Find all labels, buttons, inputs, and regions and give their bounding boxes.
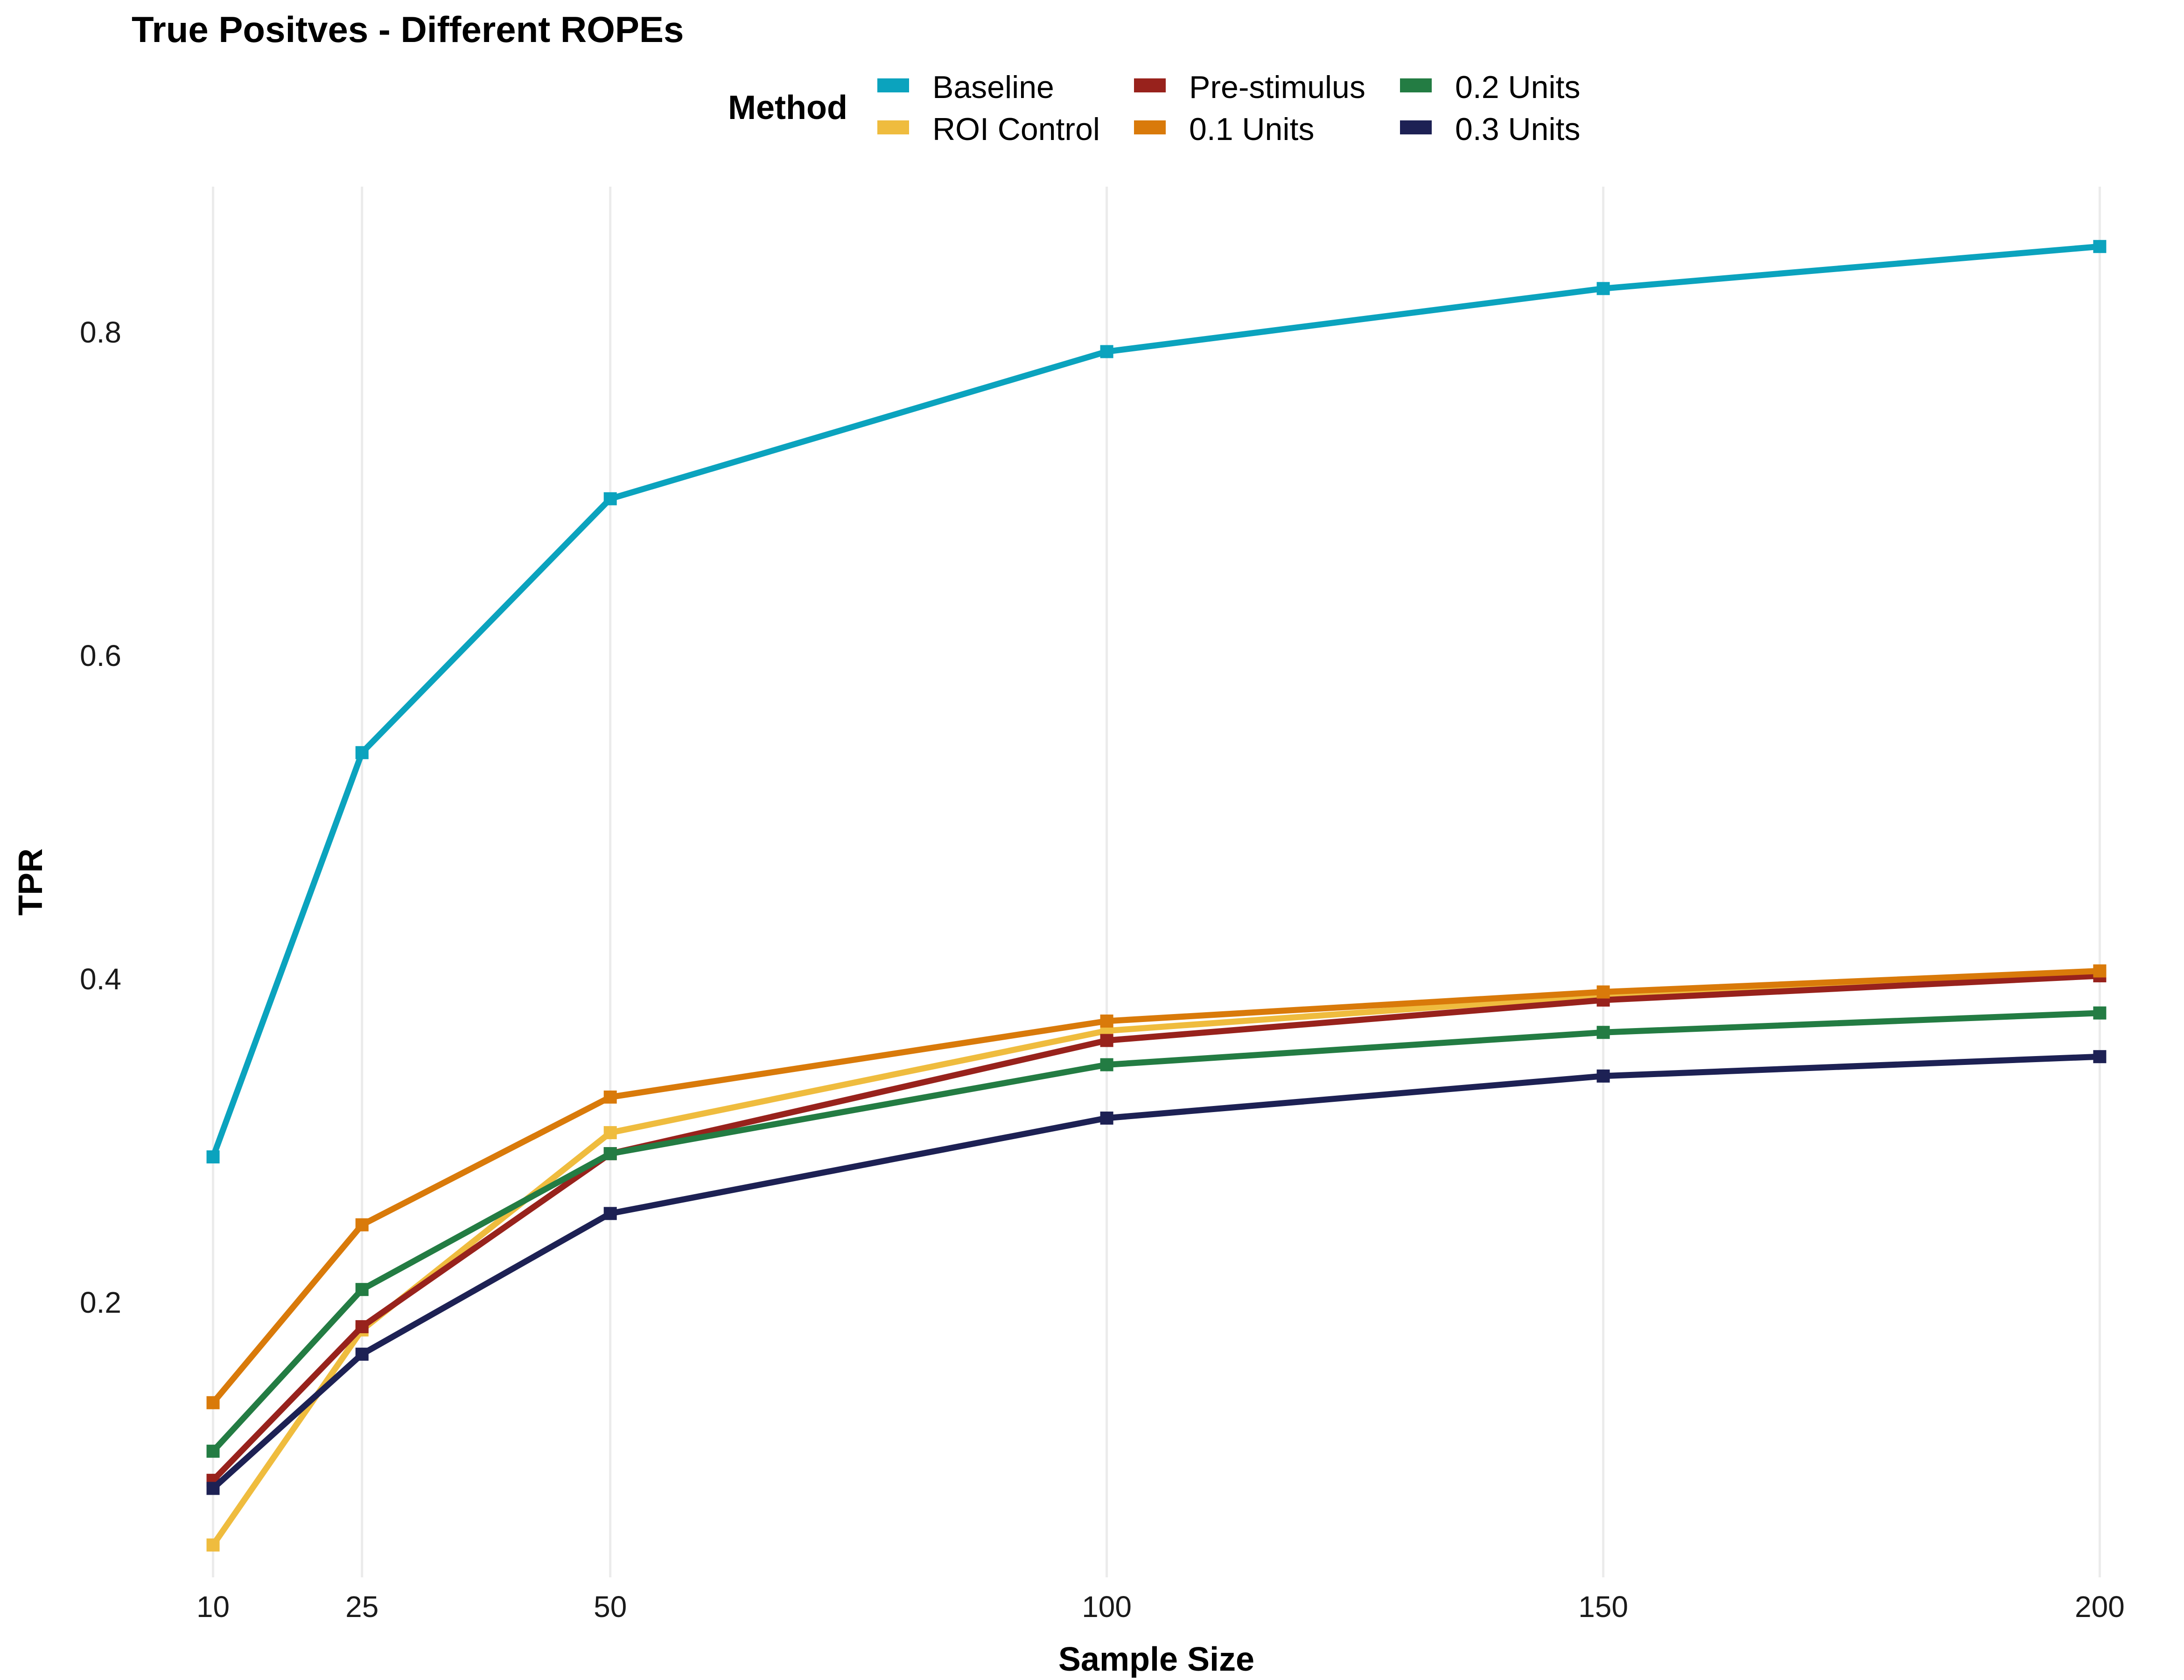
- legend-item-0-1-units: 0.1 Units: [1134, 112, 1314, 147]
- series-0-2-units: [206, 1006, 2107, 1458]
- data-point-0-1-units: [1596, 985, 1610, 999]
- data-point-0-3-units: [603, 1207, 617, 1220]
- x-axis-label: Sample Size: [1058, 1641, 1254, 1678]
- chart-title: True Positves - Different ROPEs: [132, 9, 684, 50]
- legend-item-baseline: Baseline: [877, 70, 1054, 105]
- data-point-0-2-units: [355, 1283, 369, 1296]
- legend-label-0-3-units: 0.3 Units: [1455, 112, 1580, 147]
- x-tick-label: 100: [1082, 1590, 1132, 1624]
- data-point-baseline: [2093, 240, 2107, 253]
- data-point-pre-stimulus: [1100, 1034, 1113, 1047]
- data-point-0-3-units: [355, 1347, 369, 1361]
- x-tick-label: 50: [594, 1590, 627, 1624]
- data-point-baseline: [355, 746, 369, 759]
- legend-label-pre-stimulus: Pre-stimulus: [1189, 70, 1365, 105]
- data-point-0-1-units: [2093, 964, 2107, 978]
- x-axis-tick-labels: 10 25 50 100 150 200: [196, 1590, 2125, 1624]
- x-tick-label: 10: [196, 1590, 230, 1624]
- legend-label-roi-control: ROI Control: [932, 112, 1100, 147]
- y-axis-label: TPR: [12, 848, 49, 916]
- legend-key-baseline: [877, 78, 909, 92]
- legend-key-0-1-units: [1134, 120, 1166, 134]
- data-point-pre-stimulus: [355, 1320, 369, 1333]
- data-point-0-2-units: [206, 1444, 220, 1458]
- data-point-0-1-units: [603, 1090, 617, 1104]
- series-roi-control: [206, 964, 2107, 1552]
- data-point-baseline: [603, 492, 617, 505]
- data-point-baseline: [1100, 345, 1113, 358]
- data-point-0-3-units: [1100, 1111, 1113, 1125]
- legend-key-0-2-units: [1400, 78, 1432, 92]
- legend-title: Method: [728, 89, 847, 126]
- series-line-0-1-units: [210, 968, 2103, 1406]
- legend-item-roi-control: ROI Control: [877, 112, 1100, 147]
- legend-item-pre-stimulus: Pre-stimulus: [1134, 70, 1365, 105]
- legend: Method Baseline ROI Control Pre-stimulus 0.…: [728, 70, 1580, 147]
- series-baseline: [206, 240, 2107, 1164]
- data-point-0-2-units: [2093, 1006, 2107, 1020]
- data-point-0-1-units: [355, 1218, 369, 1232]
- x-tick-label: 150: [1578, 1590, 1628, 1624]
- y-tick-label: 0.4: [80, 962, 121, 996]
- legend-key-pre-stimulus: [1134, 78, 1166, 92]
- legend-label-baseline: Baseline: [932, 70, 1054, 105]
- data-point-0-2-units: [603, 1147, 617, 1161]
- legend-label-0-2-units: 0.2 Units: [1455, 70, 1580, 105]
- x-tick-label: 200: [2075, 1590, 2125, 1624]
- legend-label-0-1-units: 0.1 Units: [1189, 112, 1314, 147]
- data-point-0-3-units: [1596, 1069, 1610, 1083]
- x-tick-label: 25: [345, 1590, 378, 1624]
- data-point-0-1-units: [206, 1396, 220, 1409]
- series-line-0-2-units: [210, 1010, 2103, 1455]
- data-point-0-3-units: [206, 1482, 220, 1495]
- data-point-baseline: [1596, 282, 1610, 295]
- data-point-0-1-units: [1100, 1015, 1113, 1028]
- series-line-pre-stimulus: [210, 973, 2103, 1484]
- legend-item-0-2-units: 0.2 Units: [1400, 70, 1580, 105]
- series-group: [206, 240, 2107, 1552]
- y-axis-tick-labels: 0.2 0.4 0.6 0.8: [80, 315, 121, 1319]
- legend-item-0-3-units: 0.3 Units: [1400, 112, 1580, 147]
- legend-key-0-3-units: [1400, 120, 1432, 134]
- data-point-0-2-units: [1596, 1026, 1610, 1039]
- y-tick-label: 0.6: [80, 639, 121, 672]
- grid-lines: [212, 187, 2101, 1577]
- series-0-3-units: [206, 1050, 2107, 1495]
- y-tick-label: 0.2: [80, 1286, 121, 1319]
- data-point-0-3-units: [2093, 1050, 2107, 1064]
- series-line-baseline: [210, 243, 2103, 1160]
- data-point-baseline: [206, 1150, 220, 1164]
- y-tick-label: 0.8: [80, 315, 121, 349]
- data-point-0-2-units: [1100, 1058, 1113, 1071]
- series-line-roi-control: [210, 968, 2103, 1548]
- data-point-roi-control: [603, 1126, 617, 1140]
- legend-key-roi-control: [877, 120, 909, 134]
- series-line-0-3-units: [210, 1053, 2103, 1491]
- data-point-roi-control: [206, 1538, 220, 1552]
- series-0-1-units: [206, 964, 2107, 1409]
